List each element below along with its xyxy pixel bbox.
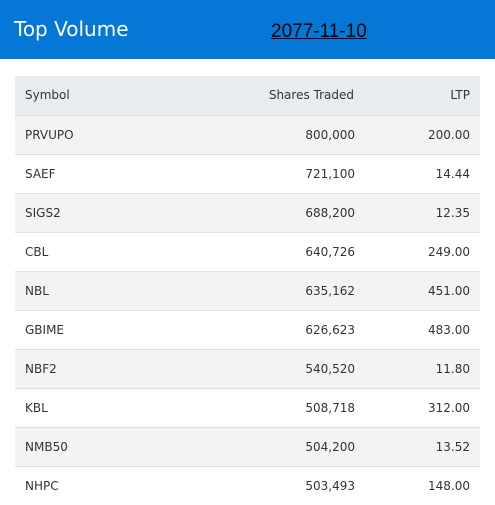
column-header-symbol[interactable]: Symbol [25, 88, 70, 103]
shares-traded-cell: 540,520 [305, 361, 355, 376]
ltp-cell: 11.80 [435, 361, 470, 376]
symbol-cell[interactable]: PRVUPO [25, 127, 74, 142]
column-header-ltp[interactable]: LTP [450, 88, 470, 103]
table-row: NHPC 503,493 148.00 [15, 466, 480, 505]
symbol-cell[interactable]: GBIME [25, 322, 65, 337]
symbol-cell[interactable]: NHPC [25, 478, 59, 493]
table-header-row: Symbol Shares Traded LTP [15, 76, 480, 115]
shares-traded-cell: 504,200 [305, 439, 355, 454]
shares-traded-cell: 640,726 [305, 244, 355, 259]
ltp-cell: 451.00 [428, 283, 470, 298]
ltp-cell: 249.00 [428, 244, 470, 259]
table-row: NBF2 540,520 11.80 [15, 349, 480, 388]
symbol-cell[interactable]: NBF2 [25, 361, 57, 376]
shares-traded-cell: 721,100 [305, 166, 355, 181]
symbol-cell[interactable]: SIGS2 [25, 205, 61, 220]
date-link[interactable]: 2077-11-10 [271, 21, 367, 42]
symbol-cell[interactable]: CBL [25, 244, 49, 259]
table-row: SAEF 721,100 14.44 [15, 154, 480, 193]
shares-traded-cell: 635,162 [305, 283, 355, 298]
shares-traded-cell: 688,200 [305, 205, 355, 220]
table-row: PRVUPO 800,000 200.00 [15, 115, 480, 154]
table-row: GBIME 626,623 483.00 [15, 310, 480, 349]
shares-traded-cell: 503,493 [305, 478, 355, 493]
shares-traded-cell: 626,623 [305, 322, 355, 337]
shares-traded-cell: 800,000 [305, 127, 355, 142]
column-header-shares-traded-label: Shares Traded [268, 88, 354, 103]
table-header: Symbol Shares Traded LTP [15, 76, 480, 115]
top-volume-table-container: Symbol Shares Traded LTP PRVUPO 800,000 … [15, 76, 480, 505]
symbol-cell[interactable]: NBL [25, 283, 49, 298]
symbol-cell[interactable]: KBL [25, 400, 48, 415]
table-row: NMB50 504,200 13.52 [15, 427, 480, 466]
widget-title: Top Volume [14, 17, 129, 41]
table-body: PRVUPO 800,000 200.00 SAEF 721,100 14.44… [15, 115, 480, 505]
shares-traded-cell: 508,718 [305, 400, 355, 415]
table-row: NBL 635,162 451.00 [15, 271, 480, 310]
ltp-cell: 13.52 [435, 439, 470, 454]
ltp-cell: 312.00 [428, 400, 470, 415]
ltp-cell: 148.00 [428, 478, 470, 493]
table-row: CBL 640,726 249.00 [15, 232, 480, 271]
top-volume-header: Top Volume 2077-11-10 [0, 0, 495, 59]
symbol-cell[interactable]: NMB50 [25, 439, 68, 454]
ltp-cell: 483.00 [428, 322, 470, 337]
column-header-shares-traded[interactable]: Shares Traded [165, 76, 355, 115]
top-volume-table: Symbol Shares Traded LTP PRVUPO 800,000 … [15, 76, 480, 505]
ltp-cell: 200.00 [428, 127, 470, 142]
table-row: SIGS2 688,200 12.35 [15, 193, 480, 232]
ltp-cell: 12.35 [435, 205, 470, 220]
symbol-cell[interactable]: SAEF [25, 166, 56, 181]
table-row: KBL 508,718 312.00 [15, 388, 480, 427]
ltp-cell: 14.44 [435, 166, 470, 181]
